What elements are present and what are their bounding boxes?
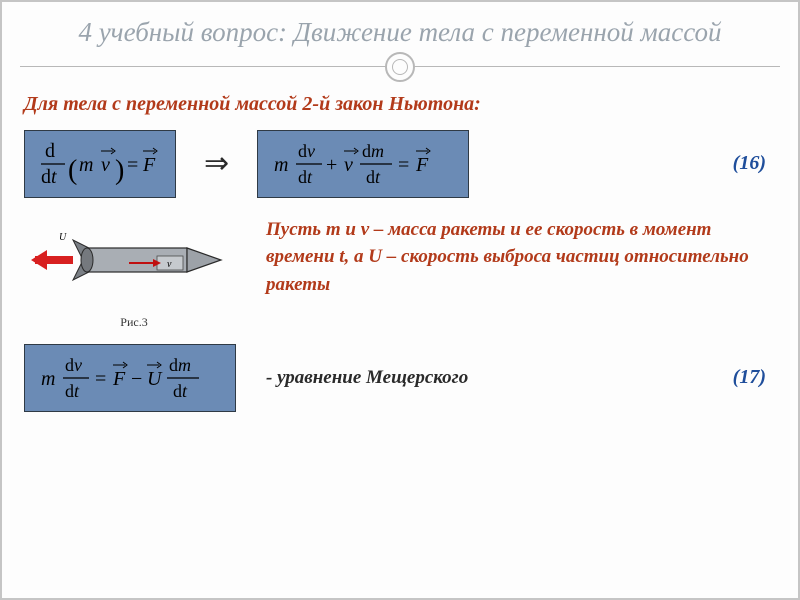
equation-number-17: (17) <box>733 366 776 389</box>
svg-text:dv: dv <box>298 141 315 161</box>
svg-text:(: ( <box>68 155 77 186</box>
svg-text:m: m <box>79 154 93 176</box>
svg-text:U: U <box>147 368 163 390</box>
svg-text:m: m <box>41 368 55 390</box>
svg-text:+: + <box>326 154 337 176</box>
svg-text:F: F <box>415 154 429 176</box>
description-text: Пусть m и v – масса ракеты и ее скорость… <box>266 216 776 299</box>
implies-icon: ⇒ <box>204 146 229 181</box>
intro-text: Для тела с переменной массой 2-й закон Н… <box>24 93 776 116</box>
svg-text:−: − <box>131 368 142 390</box>
slide-title: 4 учебный вопрос: Движение тела с переме… <box>20 16 780 50</box>
svg-text:U: U <box>59 232 67 243</box>
svg-text:dt: dt <box>298 167 313 187</box>
equation-row-16: d dt ( m v ) = F ⇒ m <box>24 130 776 198</box>
content-area: Для тела с переменной массой 2-й закон Н… <box>2 67 798 412</box>
rocket-figure: U v Рис.3 <box>24 216 244 330</box>
title-container: 4 учебный вопрос: Движение тела с переме… <box>20 16 780 67</box>
svg-text:m: m <box>274 154 288 176</box>
svg-text:=: = <box>95 368 106 390</box>
svg-text:dt: dt <box>366 167 381 187</box>
svg-text:dt: dt <box>41 166 57 188</box>
title-ornament-icon <box>385 52 415 82</box>
svg-text:dt: dt <box>173 381 188 401</box>
equation-box-left: d dt ( m v ) = F <box>24 130 176 198</box>
mescherskiy-label: - уравнение Мещерского <box>266 367 468 389</box>
svg-text:dm: dm <box>362 141 384 161</box>
equation-row-17: m dv dt = F − U dm dt - уравнен <box>24 344 776 412</box>
svg-text:dm: dm <box>169 355 191 375</box>
rocket-caption: Рис.3 <box>24 315 244 330</box>
svg-text:=: = <box>127 154 138 176</box>
equation-number-16: (16) <box>733 152 776 175</box>
equation-16-left: d dt ( m v ) = F <box>35 137 165 191</box>
svg-text:F: F <box>142 154 156 176</box>
svg-text:F: F <box>112 368 126 390</box>
rocket-description-row: U v Рис.3 Пусть m и v – мас <box>24 216 776 330</box>
slide-frame: 4 учебный вопрос: Движение тела с переме… <box>0 0 800 600</box>
svg-text:d: d <box>45 140 55 162</box>
rocket-icon: U v <box>29 216 239 304</box>
svg-text:v: v <box>167 259 172 270</box>
svg-text:=: = <box>398 154 409 176</box>
equation-16-right: m dv dt + v dm dt = F <box>268 137 458 191</box>
equation-box-right: m dv dt + v dm dt = F <box>257 130 469 198</box>
svg-text:): ) <box>115 155 124 186</box>
equation-17: m dv dt = F − U dm dt <box>35 351 225 405</box>
svg-text:dv: dv <box>65 355 82 375</box>
svg-text:dt: dt <box>65 381 80 401</box>
equation-box-mescherskiy: m dv dt = F − U dm dt <box>24 344 236 412</box>
svg-text:v: v <box>101 154 110 176</box>
svg-text:v: v <box>344 154 353 176</box>
